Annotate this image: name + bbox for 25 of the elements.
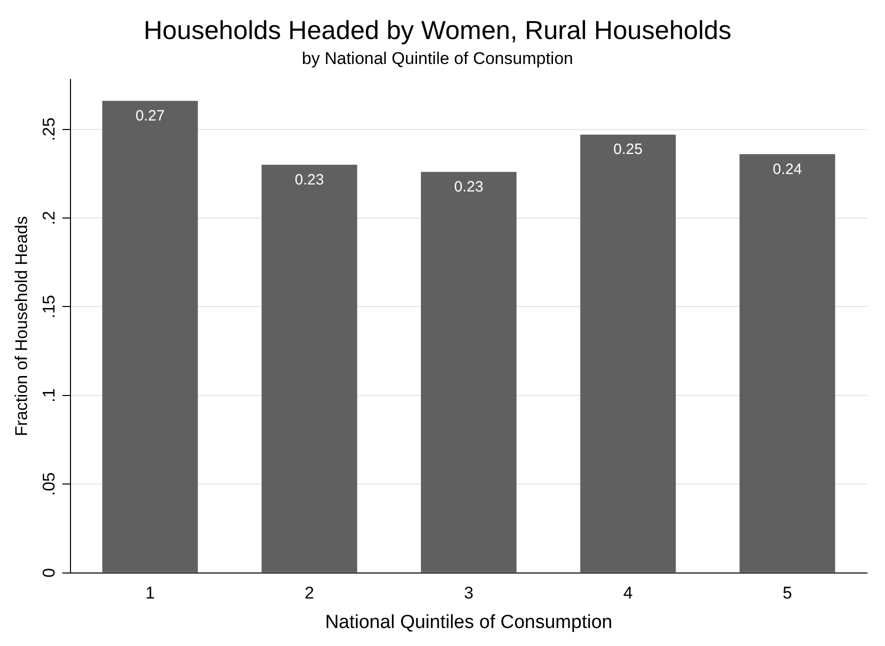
y-tick-label: 0: [40, 568, 59, 578]
bar: [420, 172, 516, 572]
data-label: 0.24: [772, 160, 802, 178]
chart-subtitle: by National Quintile of Consumption: [302, 49, 574, 68]
x-tick-label: 1: [145, 584, 155, 603]
x-tick-label: 4: [623, 584, 633, 603]
x-tick-label: 3: [464, 584, 474, 603]
bar: [102, 100, 198, 572]
data-label: 0.23: [294, 171, 324, 188]
y-tick-label: .15: [40, 294, 59, 319]
y-axis-title: Fraction of Household Heads: [12, 216, 31, 436]
x-axis-title: National Quintiles of Consumption: [325, 612, 612, 633]
y-tick-label: .25: [40, 117, 59, 142]
bar: [262, 164, 358, 572]
data-label: 0.25: [613, 141, 643, 158]
data-label: 0.27: [135, 108, 165, 125]
y-tick-label: .2: [40, 210, 59, 226]
y-tick-label: .1: [40, 388, 59, 402]
data-label: 0.23: [454, 178, 484, 196]
y-tick-label: .05: [40, 472, 59, 496]
bar: [740, 154, 836, 572]
chart-title: Households Headed by Women, Rural Households: [144, 14, 732, 45]
x-tick-label: 2: [304, 584, 314, 603]
bar: [580, 134, 676, 572]
x-tick-label: 5: [782, 584, 792, 603]
